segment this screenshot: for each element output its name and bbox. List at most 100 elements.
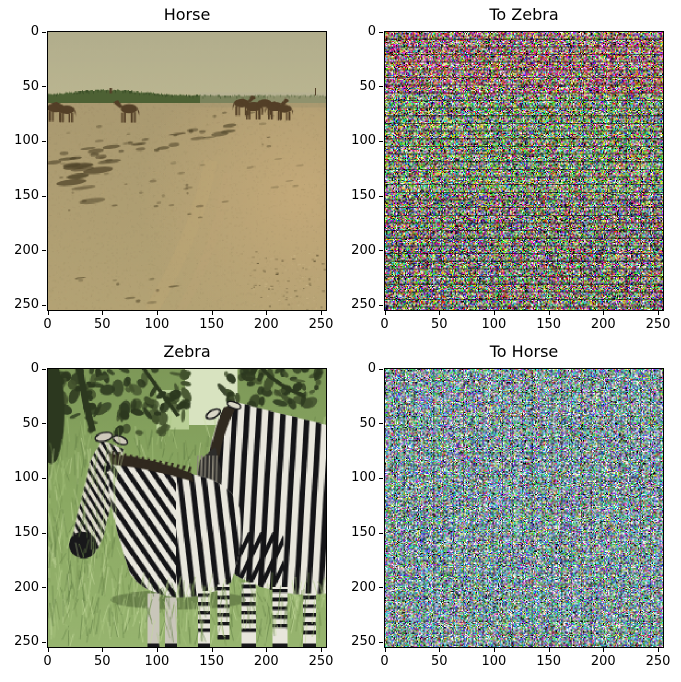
- y-tick-label: 250: [14, 634, 39, 650]
- y-tick-mark: [42, 587, 46, 589]
- y-tick-label: 200: [14, 242, 39, 258]
- y-tick-label: 50: [359, 78, 376, 94]
- x-tick-label: 250: [645, 317, 671, 332]
- y-tick-mark: [42, 641, 46, 643]
- y-tick-mark: [42, 532, 46, 534]
- x-tick-label: 0: [43, 654, 52, 669]
- y-tick-mark: [379, 195, 383, 197]
- subplot-title-to-horse: To Horse: [489, 342, 559, 361]
- x-tick-mark: [657, 311, 659, 315]
- y-tick-label: 50: [22, 415, 39, 431]
- y-tick-mark: [42, 31, 46, 33]
- y-tick-mark: [42, 423, 46, 425]
- y-tick-label: 150: [14, 525, 39, 541]
- x-tick-mark: [102, 311, 104, 315]
- x-tick-label: 150: [536, 654, 562, 669]
- y-tick-label: 50: [22, 78, 39, 94]
- x-tick-mark: [266, 648, 268, 652]
- x-tick-label: 100: [144, 654, 170, 669]
- y-tick-mark: [42, 140, 46, 142]
- y-tick-label: 100: [14, 133, 39, 149]
- y-tick-mark: [379, 477, 383, 479]
- x-tick-label: 250: [308, 317, 334, 332]
- y-tick-label: 100: [351, 133, 376, 149]
- x-tick-mark: [548, 648, 550, 652]
- x-tick-label: 50: [430, 654, 448, 669]
- subplot-title-to-zebra: To Zebra: [489, 5, 559, 24]
- x-tick-mark: [47, 648, 49, 652]
- x-tick-label: 100: [481, 317, 507, 332]
- x-tick-mark: [657, 648, 659, 652]
- subplot-title-horse: Horse: [163, 5, 211, 24]
- y-tick-mark: [42, 250, 46, 252]
- y-tick-label: 150: [351, 188, 376, 204]
- x-tick-mark: [47, 311, 49, 315]
- x-tick-label: 50: [430, 317, 448, 332]
- y-tick-label: 250: [351, 297, 376, 313]
- x-tick-mark: [320, 648, 322, 652]
- subplot-to-horse: To Horse 0 50 100 150 200 250 0 50 100 150 200 250: [351, 342, 670, 668]
- y-tick-label: 250: [14, 297, 39, 313]
- x-tick-label: 200: [253, 654, 279, 669]
- y-tick-mark: [379, 641, 383, 643]
- y-tick-mark: [379, 31, 383, 33]
- x-tick-label: 250: [645, 654, 671, 669]
- x-tick-label: 50: [93, 654, 111, 669]
- y-tick-label: 50: [359, 415, 376, 431]
- x-tick-mark: [493, 311, 495, 315]
- x-tick-label: 0: [380, 654, 389, 669]
- x-tick-mark: [603, 648, 605, 652]
- to-horse-noise-image: [384, 368, 664, 648]
- x-tick-label: 50: [93, 317, 111, 332]
- x-tick-mark: [156, 311, 158, 315]
- y-tick-mark: [379, 304, 383, 306]
- x-tick-label: 150: [536, 317, 562, 332]
- y-tick-label: 0: [30, 361, 39, 377]
- y-tick-mark: [379, 532, 383, 534]
- x-tick-mark: [603, 311, 605, 315]
- x-tick-mark: [211, 648, 213, 652]
- to-zebra-noise-image: [384, 31, 664, 311]
- y-tick-mark: [42, 86, 46, 88]
- y-tick-label: 250: [351, 634, 376, 650]
- subplot-horse: Horse 0 50 100 150 200 250 0 50 100 150 200 250: [14, 5, 333, 331]
- y-tick-mark: [42, 195, 46, 197]
- y-tick-mark: [42, 368, 46, 370]
- x-tick-mark: [266, 311, 268, 315]
- y-tick-mark: [379, 140, 383, 142]
- x-tick-label: 250: [308, 654, 334, 669]
- y-tick-label: 100: [351, 470, 376, 486]
- x-tick-mark: [493, 648, 495, 652]
- x-tick-label: 0: [380, 317, 389, 332]
- x-tick-mark: [384, 648, 386, 652]
- x-tick-label: 0: [43, 317, 52, 332]
- y-tick-label: 0: [30, 24, 39, 40]
- x-tick-label: 100: [481, 654, 507, 669]
- x-tick-mark: [548, 311, 550, 315]
- y-tick-label: 100: [14, 470, 39, 486]
- y-tick-label: 150: [14, 188, 39, 204]
- y-tick-label: 200: [351, 579, 376, 595]
- subplot-title-zebra: Zebra: [163, 342, 211, 361]
- x-tick-label: 100: [144, 317, 170, 332]
- horse-image: [47, 31, 327, 311]
- zebra-image: [47, 368, 327, 648]
- x-tick-mark: [384, 311, 386, 315]
- y-tick-mark: [379, 368, 383, 370]
- subplot-to-zebra: To Zebra 0 50 100 150 200 250 0 50 100 150 200 250: [351, 5, 670, 331]
- y-tick-label: 150: [351, 525, 376, 541]
- y-tick-label: 200: [351, 242, 376, 258]
- y-tick-label: 0: [367, 24, 376, 40]
- x-tick-mark: [320, 311, 322, 315]
- x-tick-mark: [102, 648, 104, 652]
- x-tick-label: 150: [199, 317, 225, 332]
- y-tick-mark: [42, 304, 46, 306]
- subplot-zebra: Zebra 0 50 100 150 200 250 0 50 100 150 200 250: [14, 342, 333, 668]
- x-tick-mark: [439, 648, 441, 652]
- y-tick-label: 200: [14, 579, 39, 595]
- y-tick-mark: [379, 250, 383, 252]
- x-tick-label: 200: [253, 317, 279, 332]
- y-tick-mark: [379, 423, 383, 425]
- y-tick-mark: [42, 477, 46, 479]
